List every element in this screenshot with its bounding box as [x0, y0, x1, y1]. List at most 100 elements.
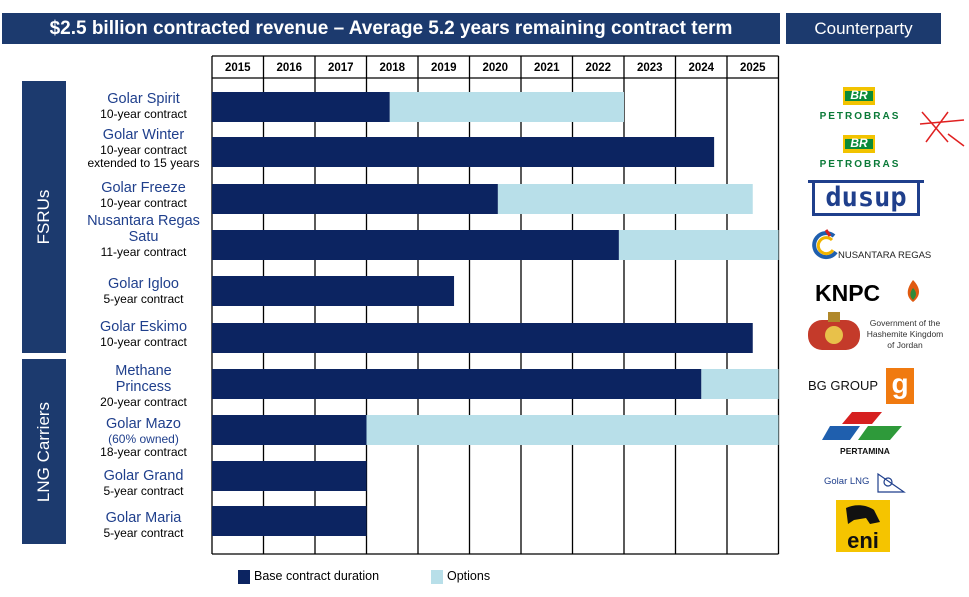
base-contract-bar	[212, 184, 498, 214]
vessel-term: 11-year contract	[100, 244, 187, 259]
chart-title: $2.5 billion contracted revenue – Averag…	[2, 13, 780, 44]
vessel-name: Golar Spirit	[107, 91, 180, 107]
options-bar	[618, 230, 779, 260]
vessel-label: Golar Maria 5-year contract	[72, 510, 215, 540]
bg-group-mark: g	[891, 368, 909, 399]
vessel-label: Nusantara Regas Satu 11-year contract	[72, 213, 215, 259]
vessel-name: Golar Eskimo	[99, 319, 188, 335]
legend-options: Options	[431, 569, 490, 584]
knpc-logo: KNPC	[815, 278, 927, 308]
options-bar	[701, 369, 779, 399]
knpc-flame-icon	[907, 280, 919, 302]
vessel-term: 5-year contract	[103, 291, 184, 306]
jordan-crest-icon	[808, 312, 860, 350]
golar-lng-name: Golar LNG	[824, 476, 870, 487]
eni-name: eni	[847, 528, 879, 553]
pertamina-emblem	[822, 412, 902, 440]
base-contract-bar	[212, 369, 702, 399]
eni-logo: eni	[836, 500, 890, 553]
vessel-term: 5-year contract	[103, 525, 184, 540]
petrobras-logo: BR PETROBRAS	[810, 133, 910, 173]
year-tick-label: 2020	[482, 62, 508, 74]
legend-options-label: Options	[447, 569, 491, 583]
vessel-name: Nusantara Regas Satu	[87, 213, 200, 245]
vessel-name: Golar Freeze	[101, 180, 186, 196]
vessel-label: Golar Igloo 5-year contract	[72, 276, 215, 306]
year-tick-label: 2025	[740, 62, 766, 74]
vessel-name: Golar Mazo	[106, 416, 181, 432]
vessel-term: 10-year contract	[100, 106, 187, 121]
base-contract-bar	[212, 276, 455, 306]
vessel-name: Golar Maria	[105, 510, 182, 526]
vessel-label: Golar Freeze 10-year contract	[72, 180, 215, 210]
base-contract-bar	[212, 506, 367, 536]
year-tick-label: 2015	[225, 62, 251, 74]
vessel-label: Golar Grand 5-year contract	[72, 468, 215, 498]
petrobras-emblem	[843, 87, 875, 105]
legend-base: Base contract duration	[238, 569, 379, 584]
jordan-government-logo: Government of the Hashemite Kingdom of J…	[804, 312, 944, 358]
nusantara-name: NUSANTARA REGAS	[838, 250, 932, 261]
bg-group-name: BG GROUP	[808, 378, 879, 393]
year-tick-label: 2019	[431, 62, 457, 74]
group-fsrus: FSRUs	[22, 81, 66, 353]
petrobras-mark: BR	[850, 88, 868, 102]
vessel-label: Golar Eskimo 10-year contract	[72, 319, 215, 349]
base-contract-bar	[212, 92, 390, 122]
petrobras-emblem	[843, 135, 875, 153]
year-tick-label: 2021	[534, 62, 560, 74]
vessel-name: Golar Grand	[103, 468, 184, 484]
vessel-term: 20-year contract	[100, 394, 187, 409]
nusantara-regas-logo: NUSANTARA REGAS	[806, 228, 936, 268]
petrobras-name: PETROBRAS	[819, 159, 901, 170]
petrobras-mark: BR	[850, 136, 868, 150]
petrobras-name: PETROBRAS	[819, 111, 901, 122]
options-bar	[389, 92, 624, 122]
options-bar	[366, 415, 779, 445]
vessel-term: 10-year contract extended to 15 years	[87, 142, 200, 171]
cross-mark-annotation	[919, 111, 965, 147]
legend-base-swatch	[238, 569, 250, 584]
dusup-name: dusup	[812, 183, 920, 216]
vessel-term: 10-year contract	[100, 195, 187, 210]
year-tick-label: 2023	[637, 62, 663, 74]
base-contract-bar	[212, 415, 367, 445]
vessel-term: 10-year contract	[100, 334, 187, 349]
nusantara-emblem	[812, 229, 838, 260]
dusup-logo: dusup	[808, 180, 924, 218]
vessel-name: Golar Winter	[102, 127, 185, 143]
vessel-term: 5-year contract	[103, 483, 184, 498]
year-tick-label: 2017	[328, 62, 354, 74]
year-tick-label: 2024	[688, 62, 714, 74]
vessel-term: 18-year contract	[100, 445, 187, 460]
vessel-name: Methane Princess	[115, 363, 172, 395]
vessel-label: Golar Spirit 10-year contract	[72, 91, 215, 121]
eni-dog-emblem	[836, 500, 890, 552]
golar-lng-emblem	[877, 472, 906, 493]
vessel-label: Methane Princess 20-year contract	[72, 363, 215, 409]
counterparty-header: Counterparty	[786, 13, 941, 44]
base-contract-bar	[212, 230, 619, 260]
knpc-name: KNPC	[815, 280, 881, 306]
year-tick-label: 2022	[585, 62, 611, 74]
year-tick-label: 2016	[276, 62, 302, 74]
base-contract-bar	[212, 137, 715, 167]
vessel-ownership: (60% owned)	[108, 431, 179, 446]
bg-group-logo: BG GROUP g	[808, 368, 920, 406]
golar-lng-logo: Golar LNG	[824, 470, 914, 496]
petrobras-logo: BR PETROBRAS	[810, 85, 910, 125]
base-contract-bar	[212, 323, 753, 353]
vessel-name: Golar Igloo	[108, 276, 179, 292]
options-bar	[497, 184, 753, 214]
vessel-label: Golar Winter 10-year contract extended t…	[72, 127, 215, 171]
year-tick-label: 2018	[379, 62, 405, 74]
legend-base-label: Base contract duration	[254, 569, 380, 583]
bg-group-emblem	[886, 368, 914, 404]
jordan-government-name: Government of the Hashemite Kingdom of J…	[866, 318, 944, 351]
legend-options-swatch	[431, 569, 443, 584]
group-lng-carriers: LNG Carriers	[22, 359, 66, 544]
base-contract-bar	[212, 461, 367, 491]
pertamina-name: PERTAMINA	[840, 446, 890, 456]
pertamina-logo: PERTAMINA	[822, 410, 912, 458]
